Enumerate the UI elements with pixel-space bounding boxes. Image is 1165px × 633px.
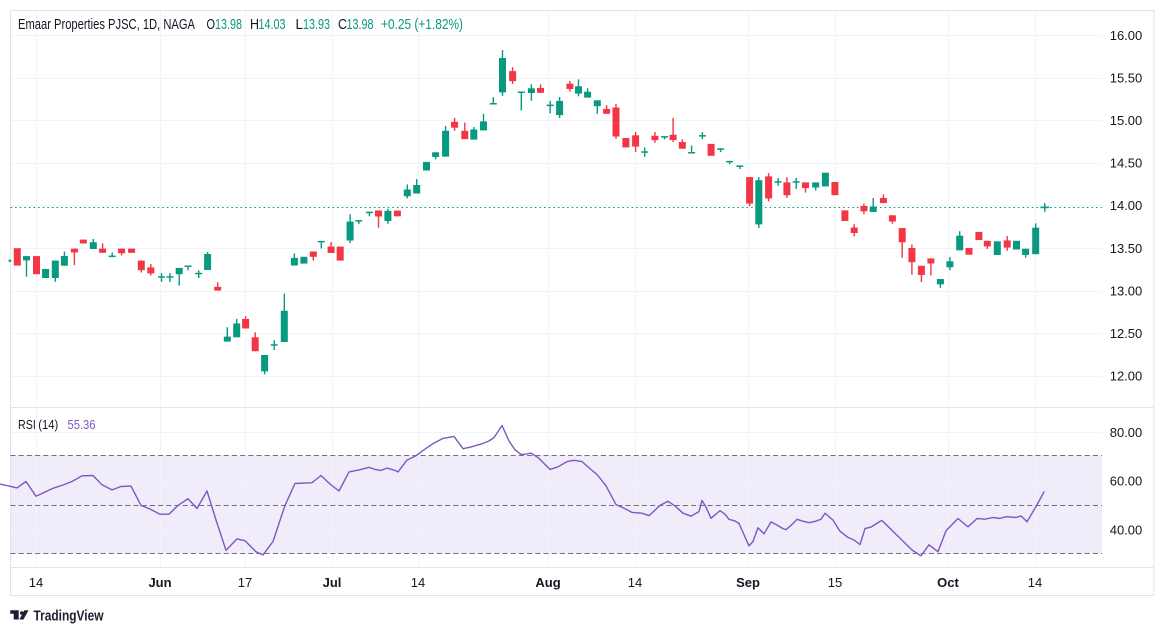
svg-text:12.00: 12.00 <box>1110 369 1143 384</box>
svg-text:Jun: Jun <box>148 575 171 590</box>
svg-text:RSI: RSI <box>18 417 36 432</box>
svg-text:L: L <box>296 16 304 33</box>
svg-text:15.00: 15.00 <box>1110 113 1143 128</box>
svg-text:14.03: 14.03 <box>259 16 286 33</box>
svg-text:13.00: 13.00 <box>1110 284 1143 299</box>
svg-text:12.50: 12.50 <box>1110 326 1143 341</box>
svg-text:60.00: 60.00 <box>1110 474 1143 489</box>
svg-text:80.00: 80.00 <box>1110 425 1143 440</box>
svg-text:TradingView: TradingView <box>34 608 104 625</box>
svg-text:Aug: Aug <box>535 575 560 590</box>
svg-text:14: 14 <box>411 575 425 590</box>
svg-text:Jul: Jul <box>323 575 342 590</box>
svg-text:15.50: 15.50 <box>1110 71 1143 86</box>
svg-text:(14): (14) <box>38 417 58 432</box>
svg-text:13.93: 13.93 <box>303 16 330 33</box>
svg-text:15: 15 <box>828 575 842 590</box>
svg-text:O: O <box>207 16 216 33</box>
svg-text:Emaar Properties PJSC, 1D, NAG: Emaar Properties PJSC, 1D, NAGA <box>18 16 195 33</box>
svg-text:13.98: 13.98 <box>347 16 374 33</box>
svg-text:14: 14 <box>29 575 43 590</box>
svg-text:+0.25 (+1.82%): +0.25 (+1.82%) <box>381 16 463 33</box>
svg-text:40.00: 40.00 <box>1110 523 1143 538</box>
svg-text:14.50: 14.50 <box>1110 156 1143 171</box>
svg-text:Sep: Sep <box>736 575 760 590</box>
svg-text:H: H <box>250 16 259 33</box>
svg-text:13.98: 13.98 <box>215 16 242 33</box>
svg-text:55.36: 55.36 <box>68 417 96 432</box>
svg-text:17: 17 <box>238 575 252 590</box>
svg-text:14: 14 <box>1028 575 1042 590</box>
svg-text:Oct: Oct <box>937 575 959 590</box>
svg-text:13.50: 13.50 <box>1110 241 1143 256</box>
svg-text:14.00: 14.00 <box>1110 198 1143 213</box>
svg-text:16.00: 16.00 <box>1110 28 1143 43</box>
svg-text:14: 14 <box>628 575 642 590</box>
svg-text:C: C <box>338 16 347 33</box>
